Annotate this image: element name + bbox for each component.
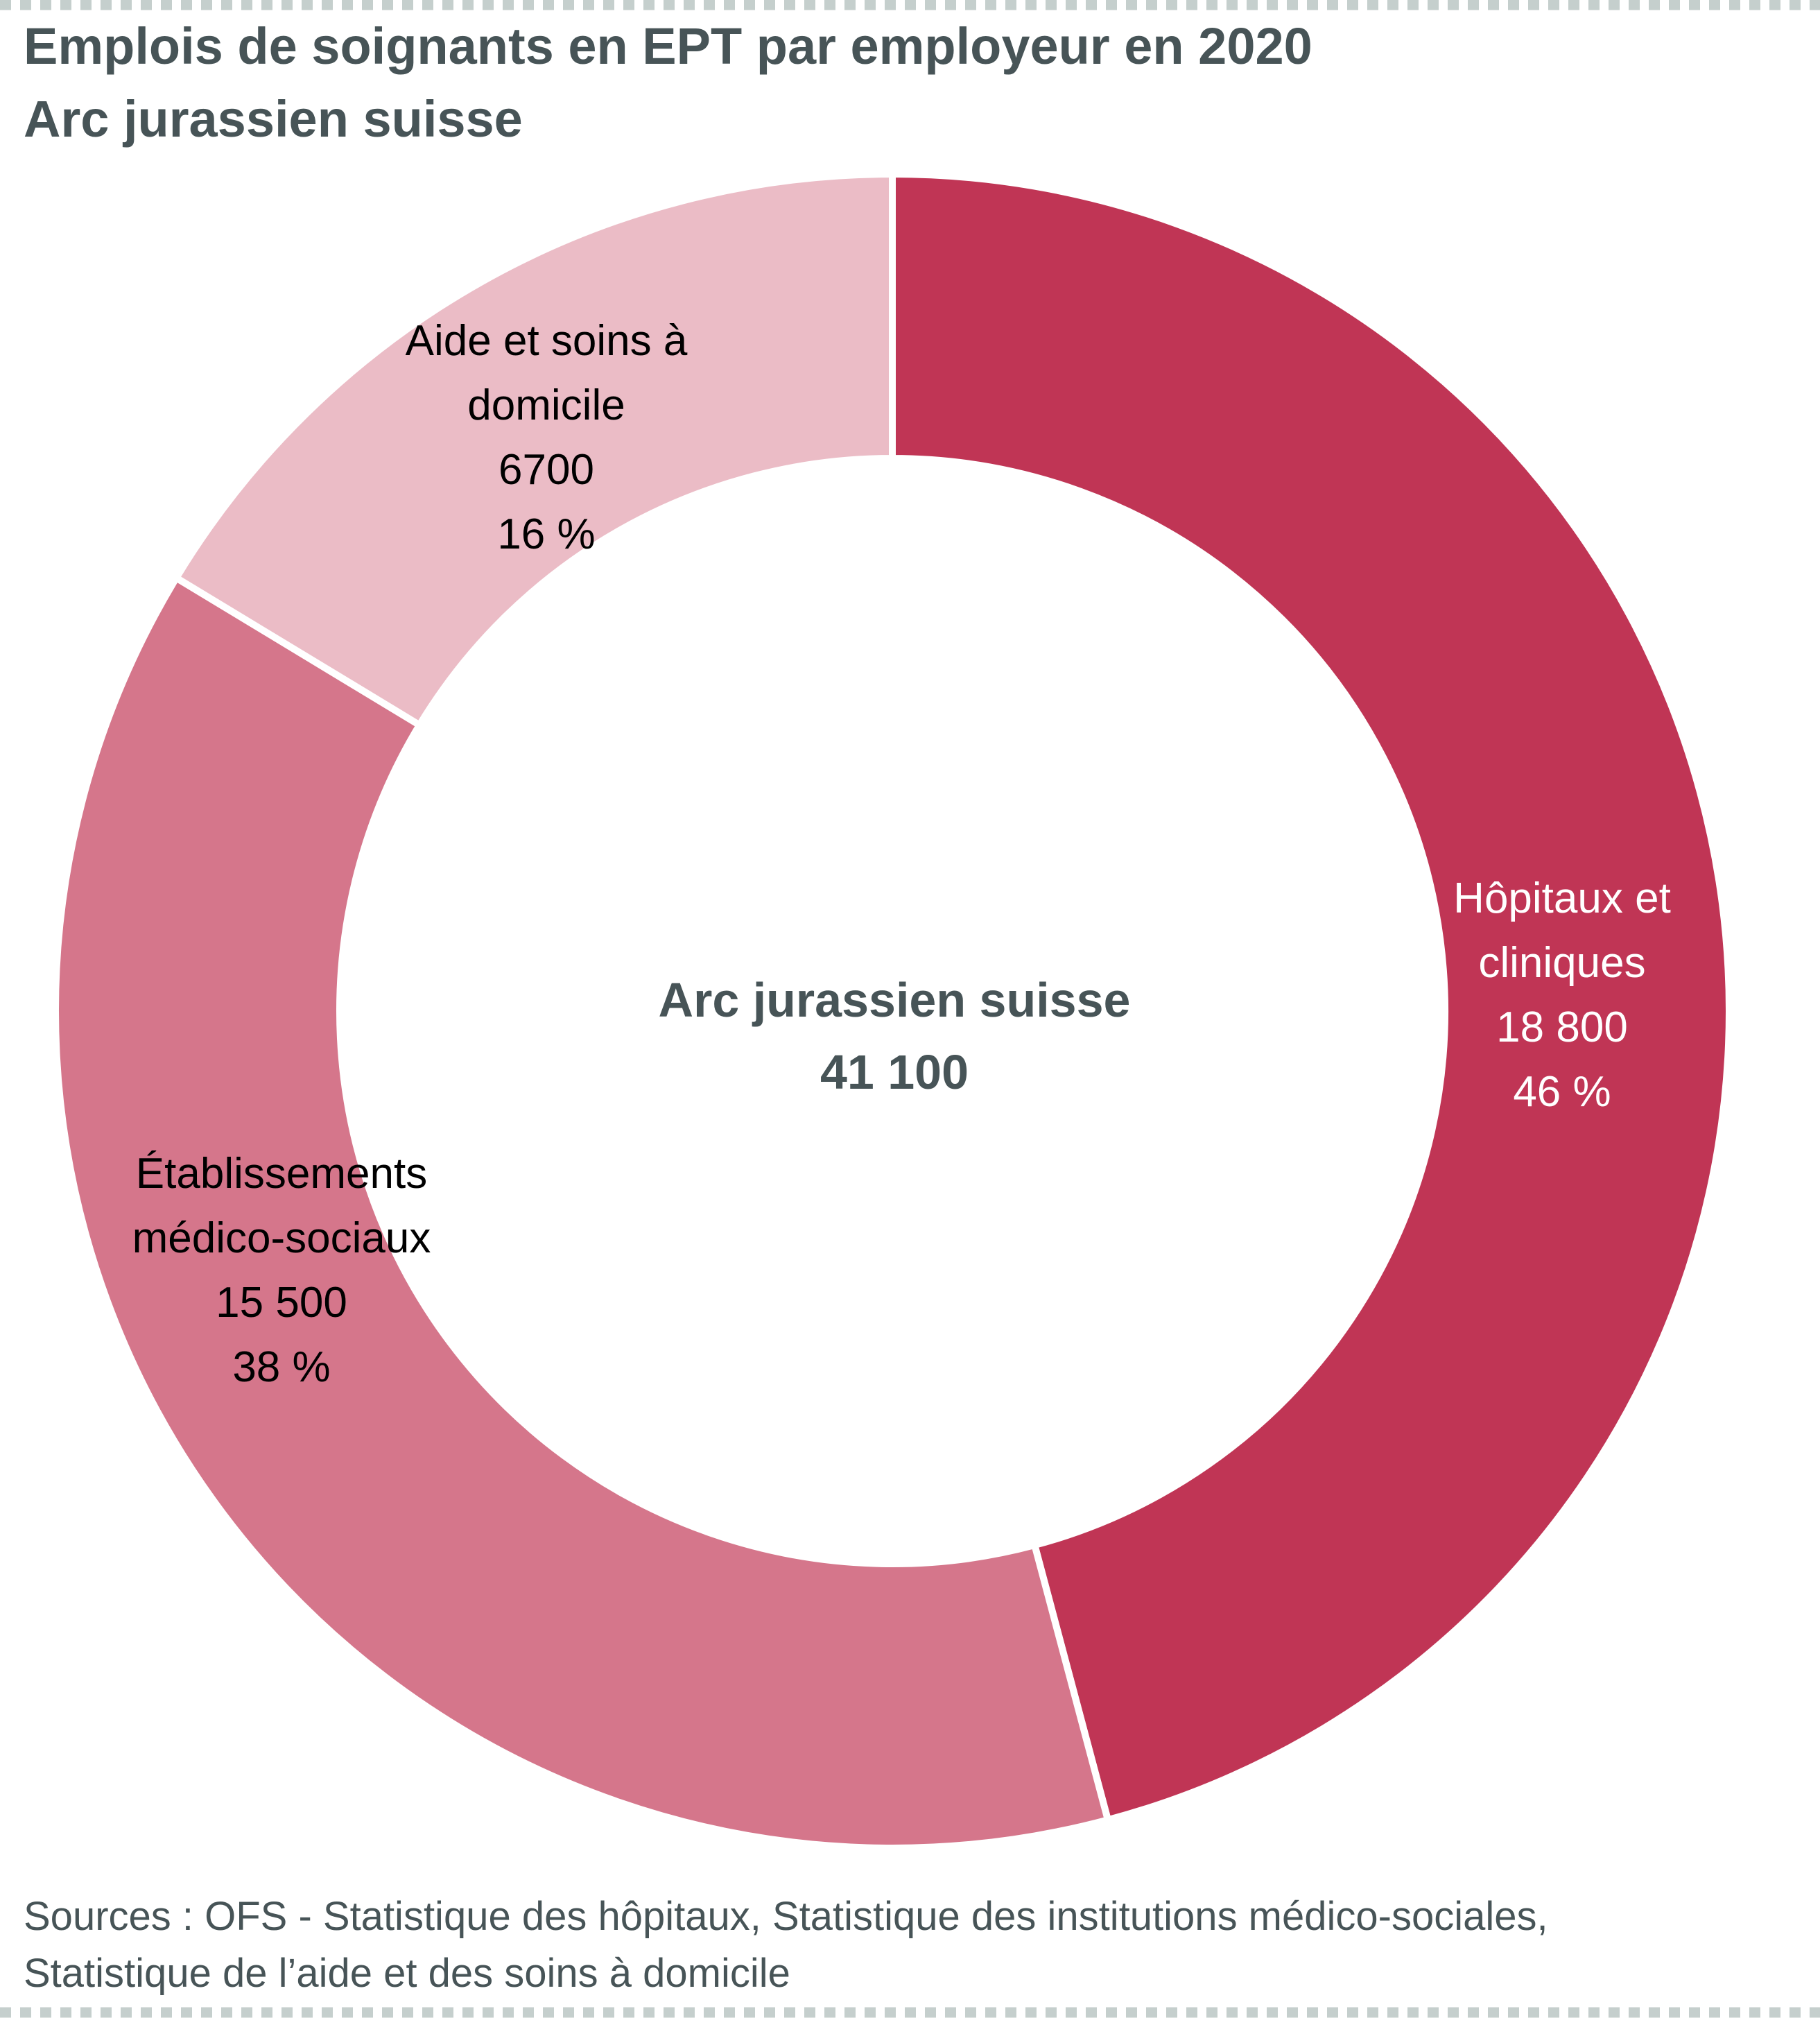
center-label: Arc jurassien suisse <box>659 973 1131 1027</box>
slice-label-name: cliniques <box>1478 939 1645 987</box>
source-line-1: Sources : OFS - Statistique des hôpitaux… <box>24 1894 1548 1939</box>
chart-subtitle: Arc jurassien suisse <box>24 90 523 148</box>
slice-label-name: médico-sociaux <box>132 1214 431 1262</box>
slice-labels: Hôpitaux et cliniques 18 800 46 % Établissem… <box>132 317 1671 1391</box>
slice-label-value: 6700 <box>499 446 594 494</box>
slice-label-percent: 16 % <box>497 510 595 558</box>
slice-label-name: Établissements <box>136 1150 427 1198</box>
slice-label-percent: 46 % <box>1513 1068 1611 1116</box>
center-value: 41 100 <box>820 1045 969 1099</box>
slice-label-value: 18 800 <box>1496 1003 1628 1051</box>
chart-title: Emplois de soignants en EPT par employeu… <box>24 17 1312 75</box>
donut-slice-2 <box>52 573 1113 1852</box>
slice-label-value: 15 500 <box>216 1279 347 1327</box>
slice-label-name: Hôpitaux et <box>1453 874 1671 922</box>
donut-slice-3 <box>171 170 896 730</box>
donut-slices <box>52 170 1733 1852</box>
slice-label-name: Aide et soins à <box>406 317 688 365</box>
donut-slice-1 <box>889 170 1733 1825</box>
source-line-2: Statistique de l’aide et des soins à dom… <box>24 1951 790 1996</box>
slice-label-name: domicile <box>467 381 625 429</box>
slice-label-percent: 38 % <box>232 1343 330 1391</box>
